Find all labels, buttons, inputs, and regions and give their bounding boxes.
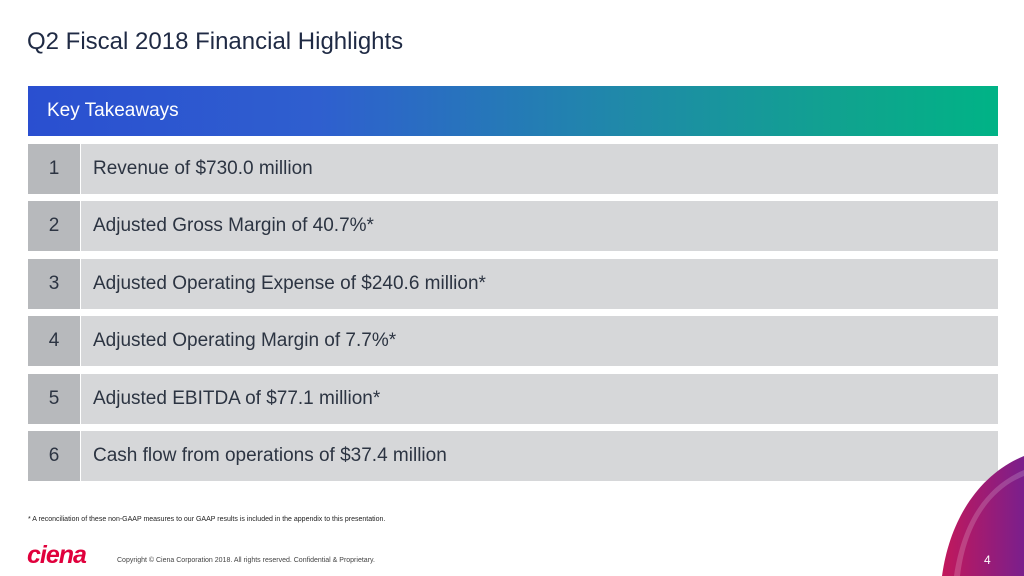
takeaway-row: 5 Adjusted EBITDA of $77.1 million* [28, 374, 998, 424]
takeaway-text: Adjusted Operating Margin of 7.7%* [81, 316, 998, 366]
ciena-logo: ciena [27, 541, 87, 569]
takeaway-row: 4 Adjusted Operating Margin of 7.7%* [28, 316, 998, 366]
takeaway-text: Adjusted Operating Expense of $240.6 mil… [81, 259, 998, 309]
takeaway-number: 5 [28, 374, 80, 424]
takeaway-text: Adjusted EBITDA of $77.1 million* [81, 374, 998, 424]
takeaway-number: 3 [28, 259, 80, 309]
takeaway-row: 3 Adjusted Operating Expense of $240.6 m… [28, 259, 998, 309]
page-number: 4 [984, 553, 991, 567]
takeaway-text: Cash flow from operations of $37.4 milli… [81, 431, 998, 481]
takeaway-number: 2 [28, 201, 80, 251]
takeaway-row: 1 Revenue of $730.0 million [28, 144, 998, 194]
copyright-text: Copyright © Ciena Corporation 2018. All … [117, 557, 375, 564]
takeaway-row: 2 Adjusted Gross Margin of 40.7%* [28, 201, 998, 251]
decorative-swoosh-graphic [942, 456, 1024, 576]
takeaway-number: 1 [28, 144, 80, 194]
takeaway-text: Adjusted Gross Margin of 40.7%* [81, 201, 998, 251]
banner-label: Key Takeaways [47, 100, 179, 121]
takeaway-text: Revenue of $730.0 million [81, 144, 998, 194]
slide-title: Q2 Fiscal 2018 Financial Highlights [27, 28, 404, 55]
key-takeaways-banner: Key Takeaways [28, 86, 998, 136]
takeaway-row: 6 Cash flow from operations of $37.4 mil… [28, 431, 998, 481]
footnote: * A reconciliation of these non-GAAP mea… [28, 516, 386, 523]
takeaway-number: 6 [28, 431, 80, 481]
takeaway-number: 4 [28, 316, 80, 366]
